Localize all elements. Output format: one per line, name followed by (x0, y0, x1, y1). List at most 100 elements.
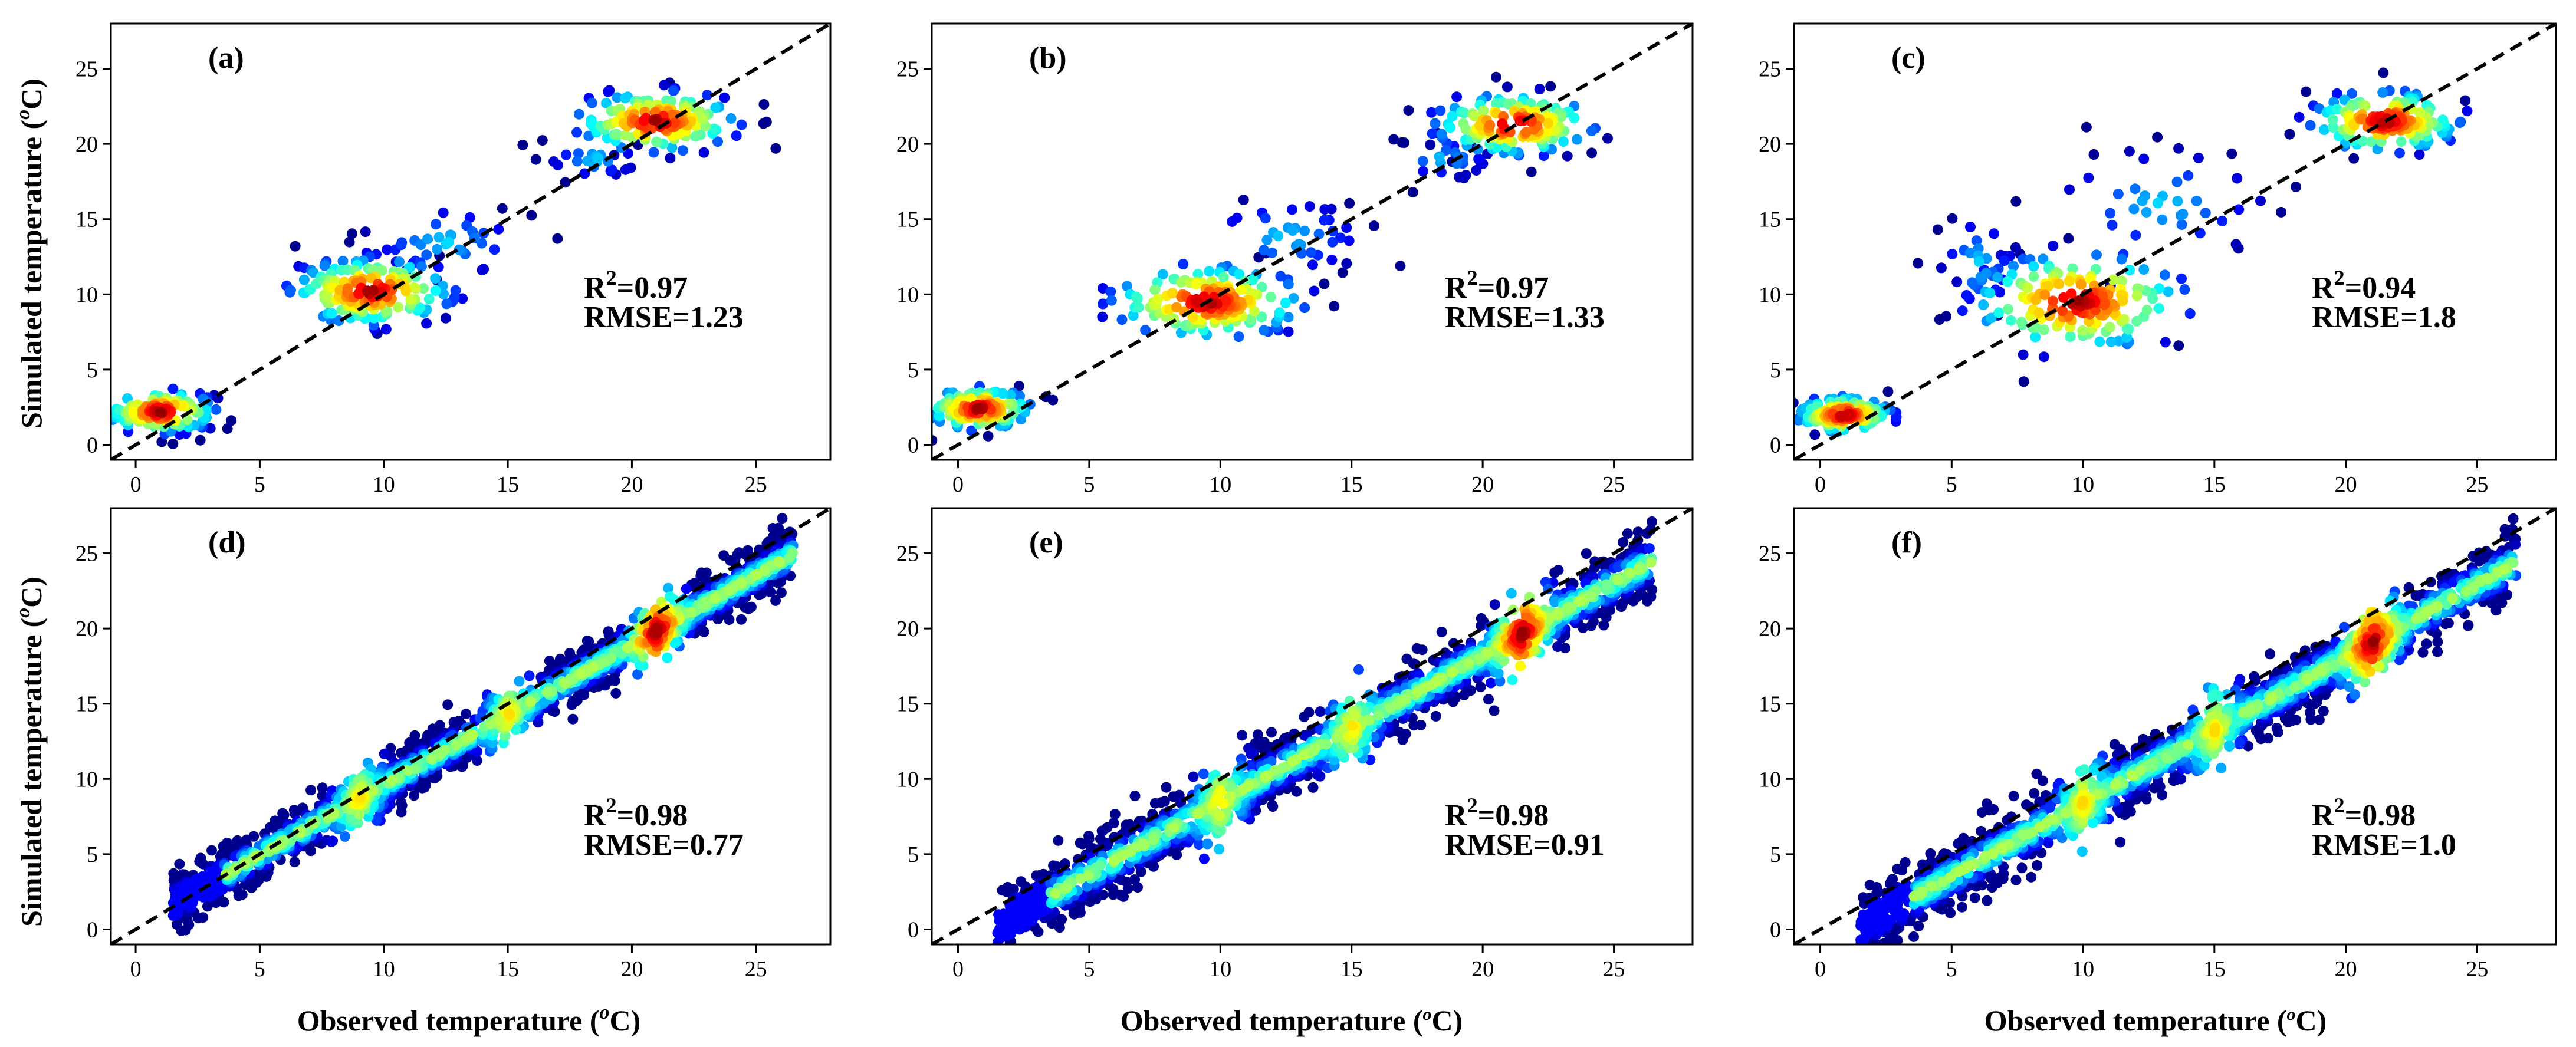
data-point (344, 236, 355, 248)
y-tick-label: 20 (75, 617, 98, 641)
data-point (1549, 597, 1560, 607)
data-point (1971, 235, 1982, 246)
x-tick-label: 15 (497, 472, 519, 497)
axis-frame (110, 507, 832, 946)
data-point (1260, 213, 1271, 224)
data-point (638, 660, 649, 671)
data-point (514, 676, 525, 687)
data-point (2116, 253, 2127, 265)
data-point (2230, 239, 2242, 250)
data-point (2112, 189, 2124, 200)
data-point (2179, 284, 2190, 295)
data-point (1783, 414, 1793, 425)
data-point (524, 670, 535, 681)
data-point (1436, 626, 1447, 637)
data-point (668, 85, 679, 96)
data-point (2360, 100, 2371, 111)
data-point (698, 147, 709, 158)
scatter-points-c (1783, 67, 2473, 440)
data-point (1283, 312, 1294, 322)
data-point (650, 115, 661, 126)
data-point (517, 139, 528, 150)
data-point (1119, 849, 1130, 860)
data-point (1951, 276, 1963, 288)
data-point (1992, 272, 2003, 283)
data-point (1115, 889, 1126, 900)
data-point (2463, 620, 2474, 631)
data-point (355, 792, 366, 803)
r2-stat: R2=0.97 (584, 266, 688, 305)
data-point (2176, 773, 2187, 785)
y-tick-label: 15 (896, 692, 919, 717)
data-point (2163, 286, 2174, 297)
data-point (1913, 921, 1924, 932)
data-point (708, 123, 719, 134)
data-point (2226, 148, 2237, 159)
data-point (1862, 947, 1872, 958)
x-tick-label: 20 (1471, 472, 1494, 497)
data-point (218, 897, 229, 908)
y-tick-label: 5 (908, 358, 919, 383)
data-point (1497, 118, 1508, 129)
data-point (1309, 285, 1320, 297)
data-point (777, 513, 788, 524)
data-point (2314, 714, 2325, 725)
data-point (426, 753, 437, 765)
data-point (1178, 259, 1189, 269)
data-point (665, 591, 676, 602)
data-point (601, 98, 612, 108)
data-point (198, 912, 209, 923)
data-point (2002, 276, 2013, 287)
y-tick-label: 10 (896, 282, 919, 307)
data-point (1133, 302, 1144, 313)
data-point (1283, 326, 1294, 337)
x-tick-label: 5 (254, 472, 265, 497)
data-point (317, 790, 328, 801)
scatter-points-a (111, 77, 781, 449)
data-point (1021, 899, 1032, 910)
data-point (421, 249, 432, 261)
data-point (742, 545, 753, 556)
data-point (1516, 626, 1527, 637)
data-point (422, 233, 433, 245)
data-point (2067, 263, 2078, 274)
data-point (666, 142, 678, 153)
x-tick-label: 25 (745, 957, 767, 982)
data-point (2153, 303, 2164, 314)
data-point (2057, 305, 2068, 317)
data-point (887, 408, 898, 419)
data-point (2357, 113, 2368, 124)
data-point (2117, 295, 2128, 307)
data-point (1102, 840, 1113, 851)
y-tick-label: 0 (87, 917, 98, 942)
data-point (2109, 739, 2120, 750)
data-point (1586, 126, 1597, 137)
data-point (379, 748, 390, 759)
data-point (1085, 896, 1096, 907)
data-point (1458, 107, 1470, 118)
data-point (701, 597, 712, 608)
data-point (1243, 781, 1254, 792)
data-point (1647, 516, 1657, 527)
data-point (1612, 575, 1623, 585)
data-point (2460, 95, 2471, 106)
data-point (430, 273, 441, 284)
data-point (2083, 172, 2094, 183)
data-point (396, 797, 407, 808)
data-point (1267, 247, 1278, 258)
data-point (1395, 261, 1406, 271)
data-point (1214, 810, 1225, 821)
data-point (1986, 312, 1997, 324)
data-point (2043, 281, 2054, 292)
data-point (2033, 307, 2045, 318)
data-point (669, 637, 681, 648)
data-point (326, 308, 337, 319)
data-point (560, 149, 571, 160)
x-tick-label: 20 (620, 957, 643, 982)
data-point (1984, 805, 1995, 816)
y-tick-label: 20 (896, 132, 919, 157)
axis-frame (1793, 22, 2557, 461)
data-point (212, 393, 224, 404)
